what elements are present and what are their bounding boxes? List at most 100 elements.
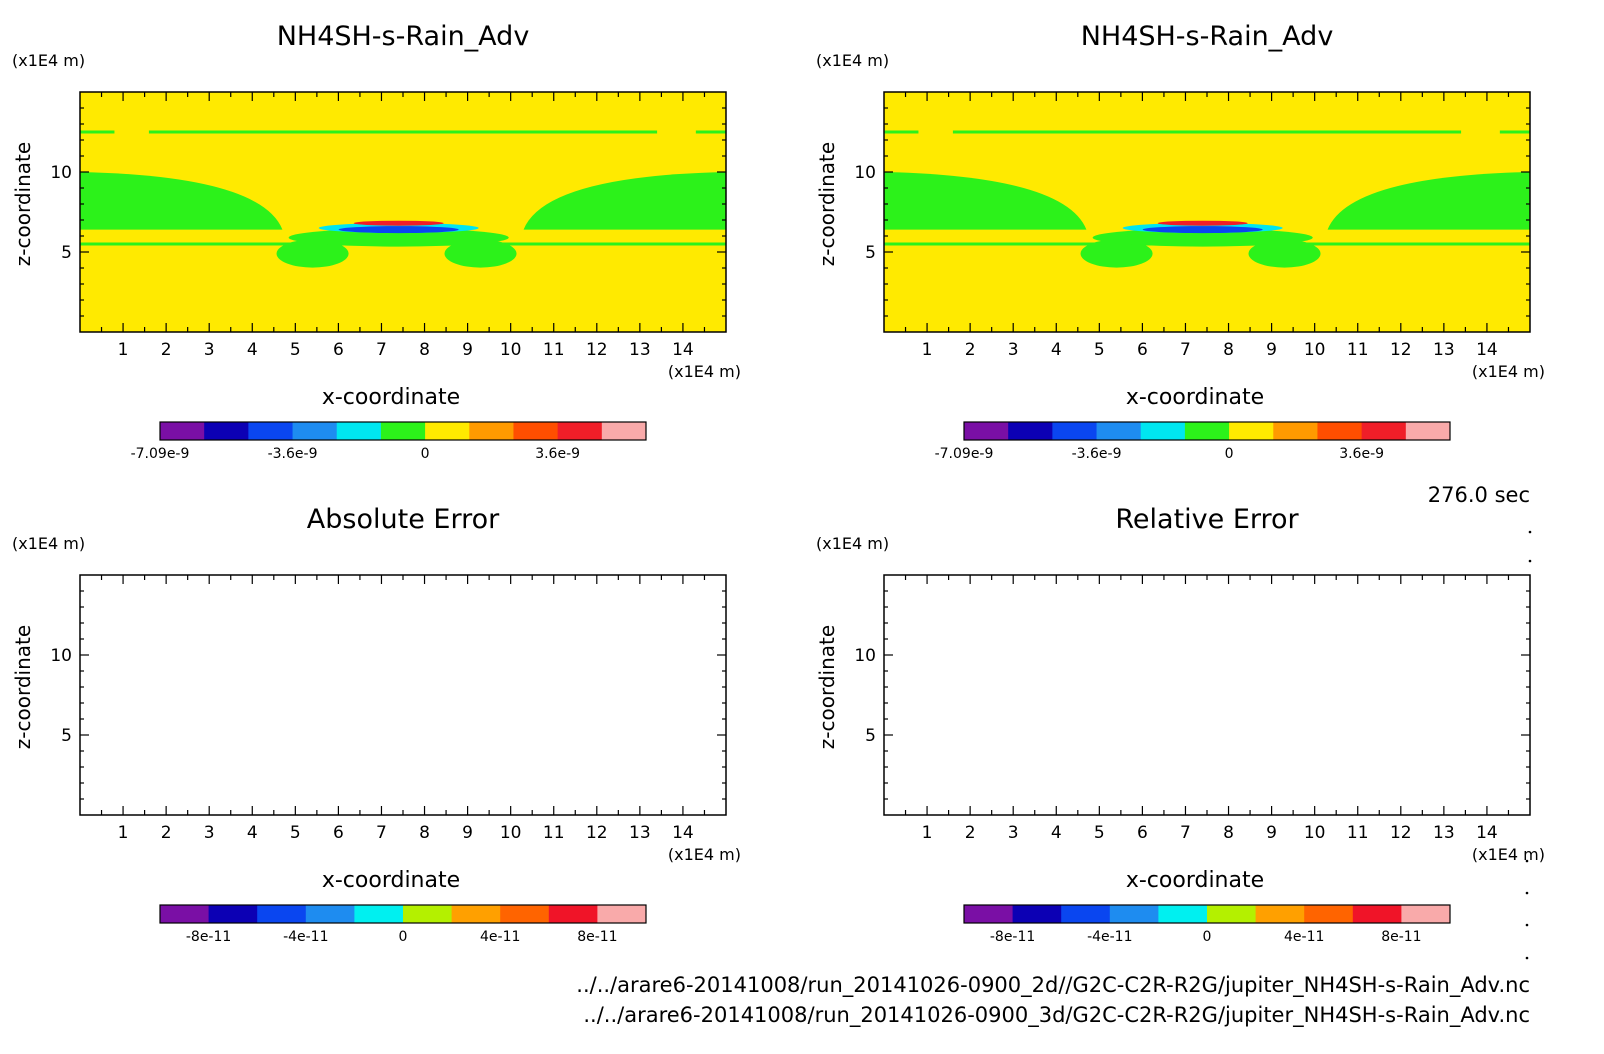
footer-path-2d: ../../arare6-20141008/run_20141026-0900_… (576, 973, 1530, 998)
x-tick-label: 11 (1347, 823, 1369, 843)
colorbar-tick-label: 0 (1225, 446, 1234, 462)
colorbar-swatch (1061, 905, 1111, 923)
x-tick-label: 5 (290, 340, 301, 360)
colorbar-swatch (1096, 422, 1142, 440)
colorbar-frame (963, 904, 1451, 924)
field-left-blob (276, 239, 349, 268)
colorbar-swatch (500, 905, 550, 923)
x-tick-label: 12 (1390, 823, 1412, 843)
x-tick-label: 6 (333, 340, 344, 360)
panel-2: NH4SH-s-Rain_Adv(x1E4 m)1 2 3 4 5 6 7 8 9 10 11 12 1… (815, 21, 1545, 462)
colorbar: -7.09e-9 -3.6e-9 0 3.6e-9 (131, 421, 647, 462)
x-tick-label: 3 (204, 340, 215, 360)
colorbar-swatch (1405, 422, 1451, 440)
colorbar-swatch (1361, 422, 1407, 440)
colorbar-swatch (1158, 905, 1208, 923)
colorbar-swatch (336, 422, 382, 440)
x-tick-label: 1 (118, 340, 129, 360)
field-upper-line (952, 130, 1462, 134)
x-tick-label: 8 (419, 340, 430, 360)
x-axis-label: x-coordinate (322, 385, 460, 410)
field-upper-line-left (884, 130, 919, 134)
y-unit-label: (x1E4 m) (12, 534, 85, 553)
colorbar-tick-label: 3.6e-9 (535, 446, 580, 462)
x-tick-label: 11 (543, 823, 565, 843)
colorbar-swatch (1229, 422, 1274, 440)
x-tick-label: 13 (1433, 823, 1455, 843)
colorbar-tick-label: 0 (421, 446, 430, 462)
x-tick-label: 14 (672, 340, 694, 360)
colorbar-frame (159, 421, 647, 441)
x-tick-label: 7 (1180, 823, 1191, 843)
x-axis-label: x-coordinate (1126, 385, 1264, 410)
colorbar-swatch (597, 905, 647, 923)
colorbar-tick-label: -3.6e-9 (1072, 446, 1122, 462)
y-tick-label: 5 (865, 726, 876, 746)
x-tick-label: 1 (922, 340, 933, 360)
x-tick-label: 8 (1223, 340, 1234, 360)
colorbar-tick-label: 4e-11 (480, 929, 520, 945)
colorbar-tick-label: -7.09e-9 (131, 446, 190, 462)
field-upper-line (148, 130, 658, 134)
panel-1: NH4SH-s-Rain_Adv(x1E4 m)1 2 3 4 5 6 7 8 9 10 11 12 1… (11, 21, 741, 462)
colorbar-tick-label: -3.6e-9 (268, 446, 318, 462)
field-left-blob (1080, 239, 1153, 268)
chart-title: NH4SH-s-Rain_Adv (277, 21, 530, 52)
colorbar-tick-label: -8e-11 (186, 929, 231, 945)
x-tick-label: 9 (462, 823, 473, 843)
colorbar-swatch (257, 905, 307, 923)
x-tick-label: 3 (204, 823, 215, 843)
x-tick-label: 14 (1476, 340, 1498, 360)
x-axis-label: x-coordinate (322, 868, 460, 893)
colorbar-tick-label: -8e-11 (990, 929, 1035, 945)
colorbar-swatch (1304, 905, 1354, 923)
colorbar-swatch (292, 422, 338, 440)
y-tick-label: 10 (50, 163, 72, 183)
chart-title: NH4SH-s-Rain_Adv (1081, 21, 1334, 52)
field-center-green (1092, 228, 1313, 247)
y-axis-label: z-coordinate (11, 142, 35, 266)
x-tick-label: 12 (586, 823, 608, 843)
x-tick-label: 13 (629, 340, 651, 360)
x-tick-label: 14 (1476, 823, 1498, 843)
panel-4: Relative Error(x1E4 m)1 2 3 4 5 6 7 8 9 10 11 12 13 1… (815, 504, 1545, 945)
colorbar-swatch (403, 905, 453, 923)
colorbar: -8e-11 -4e-11 0 4e-11 8e-11 (963, 904, 1451, 945)
colorbar-frame (963, 421, 1451, 441)
x-tick-label: 9 (1266, 823, 1277, 843)
colorbar-swatch (601, 422, 647, 440)
colorbar-tick-label: 0 (1203, 929, 1212, 945)
x-axis-label: x-coordinate (1126, 868, 1264, 893)
x-tick-label: 5 (290, 823, 301, 843)
x-tick-label: 12 (586, 340, 608, 360)
colorbar-swatch (964, 422, 1009, 440)
x-tick-label: 5 (1094, 340, 1105, 360)
colorbar-swatch (160, 422, 205, 440)
x-tick-label: 8 (419, 823, 430, 843)
plot-frame (79, 574, 727, 816)
field-center-blue (338, 226, 459, 234)
y-axis-label: z-coordinate (815, 142, 839, 266)
y-unit-label: (x1E4 m) (12, 51, 85, 70)
footer-path-3d: ../../arare6-20141008/run_20141026-0900_… (583, 1003, 1530, 1028)
colorbar-swatch (1052, 422, 1098, 440)
colorbar-swatch (425, 422, 470, 440)
x-tick-label: 2 (161, 340, 172, 360)
x-tick-label: 10 (1304, 340, 1326, 360)
time-label: 276.0 sec (1428, 483, 1530, 507)
plot-frame (883, 574, 1531, 816)
colorbar-tick-label: 3.6e-9 (1339, 446, 1384, 462)
colorbar-swatch (1008, 422, 1053, 440)
field-left-region (80, 172, 283, 230)
field-upper-line-right (1499, 130, 1530, 134)
x-unit-label: (x1E4 m) (668, 362, 741, 381)
x-tick-label: 1 (922, 823, 933, 843)
field-right-region (523, 172, 726, 230)
x-tick-label: 10 (500, 823, 522, 843)
colorbar-frame (159, 904, 647, 924)
colorbar-swatch (1317, 422, 1363, 440)
field (80, 92, 726, 332)
panel-3: Absolute Error(x1E4 m)1 2 3 4 5 6 7 8 9 10 11 12 13 1… (11, 504, 741, 945)
colorbar-tick-label: 8e-11 (577, 929, 617, 945)
